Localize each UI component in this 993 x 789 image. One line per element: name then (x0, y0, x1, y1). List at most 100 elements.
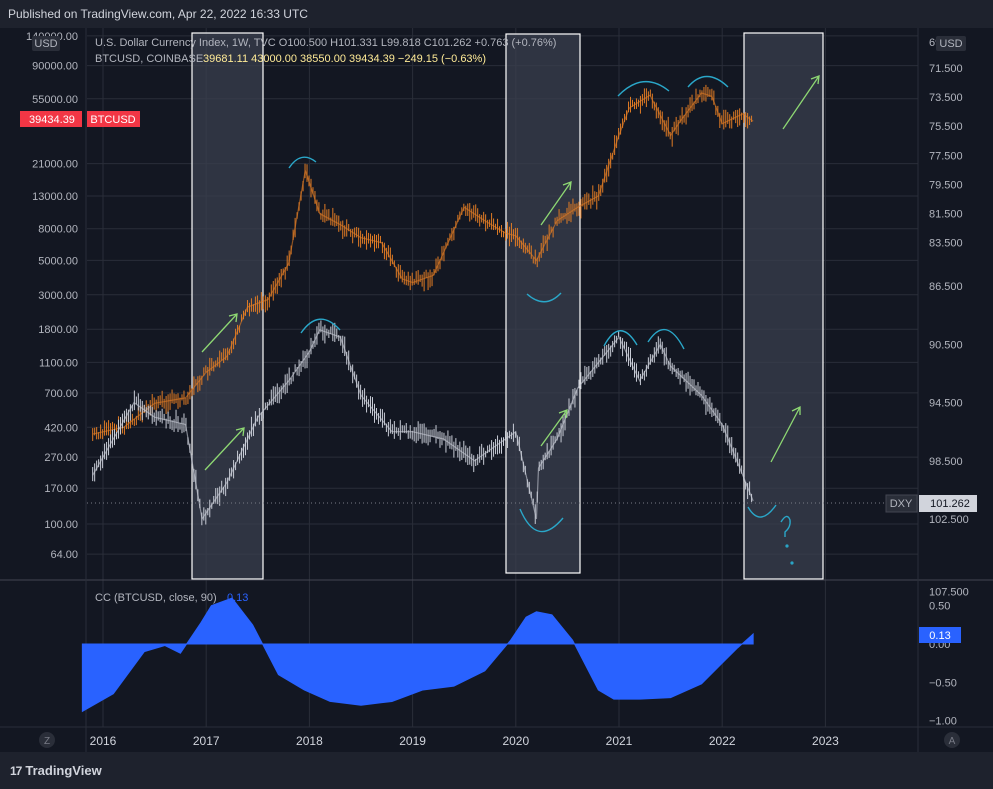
tradingview-logo-text: TradingView (25, 763, 102, 778)
zoom-icon: Z (44, 736, 50, 747)
time-axis[interactable]: 2016 2017 2018 2019 2020 2021 2022 2023 (90, 734, 839, 748)
cc-indicator (81, 597, 754, 713)
left-tick-label: 90000.00 (32, 61, 78, 73)
left-unit-box (32, 36, 60, 51)
footer: 17 TradingView (0, 752, 993, 789)
time-tick-label: 2016 (90, 734, 117, 748)
left-tick-label: 1100.00 (39, 357, 78, 369)
arrow-up-icon (201, 313, 238, 353)
left-tick-label: 1800.00 (38, 324, 78, 336)
btcusd-series (92, 84, 754, 443)
left-tick-label: 420.00 (44, 422, 78, 434)
tradingview-logo[interactable]: 17 TradingView (10, 763, 102, 778)
arrow-up-icon (782, 75, 820, 130)
pattern-arcs (288, 75, 794, 565)
top-arc-icon (603, 330, 638, 347)
btc-symbol-label: BTCUSD (90, 114, 135, 126)
question-mark-icon (780, 515, 791, 537)
left-tick-label: 5000.00 (38, 255, 78, 267)
cc-tick-label: −0.50 (929, 677, 957, 689)
time-tick-label: 2018 (296, 734, 323, 748)
left-tick-label: 100.00 (44, 519, 78, 531)
arrow-up-icon (770, 405, 801, 463)
trend-arrows (201, 75, 820, 471)
time-tick-label: 2021 (606, 734, 633, 748)
left-tick-label: 55000.00 (32, 94, 78, 106)
left-tick-label: 13000.00 (32, 191, 78, 203)
top-arc-icon (687, 75, 729, 88)
dxy-symbol-label: DXY (890, 498, 913, 510)
tradingview-logo-icon: 17 (10, 764, 22, 778)
top-arc-icon (617, 81, 670, 97)
right-tick-label: 71.500 (929, 63, 963, 75)
highlight-box-2020 (505, 33, 581, 574)
right-tick-label: 83.500 (929, 238, 963, 250)
dxy-price-box (919, 495, 977, 512)
legend-btc-name: BTCUSD, COINBASE (95, 53, 203, 65)
auto-scale-button[interactable] (944, 732, 960, 748)
bottom-arc-icon (526, 292, 562, 303)
right-tick-label: 94.500 (929, 398, 963, 410)
price-series (92, 84, 754, 526)
btcusd-line (92, 92, 754, 435)
left-tick-label: 3000.00 (38, 290, 78, 302)
highlight-box-2022 (743, 32, 824, 580)
time-tick-label: 2020 (502, 734, 529, 748)
left-tick-label: 700.00 (44, 388, 78, 400)
right-tick-label: 81.500 (929, 208, 963, 220)
btc-price-box (20, 111, 82, 127)
dxy-symbol-box (885, 494, 918, 513)
highlight-box-2017 (191, 32, 264, 580)
btc-price-label: 39434.39 (29, 114, 75, 126)
published-text: Published on TradingView.com, Apr 22, 20… (8, 7, 308, 21)
left-tick-label: 64.00 (50, 549, 78, 561)
top-arc-icon (647, 329, 685, 350)
zoom-button[interactable] (39, 732, 55, 748)
right-price-axis[interactable]: 69.70071.50073.50075.50077.50079.50081.5… (929, 37, 969, 599)
cc-area (81, 597, 754, 713)
cc-value-label: 0.13 (929, 630, 950, 642)
cc-tick-label: −1.00 (929, 716, 957, 728)
bottom-arc-icon (747, 504, 777, 518)
legend-btc-values: 39681.11 43000.00 38550.00 39434.39 −249… (203, 53, 486, 65)
dot-icon (785, 544, 789, 548)
left-tick-label: 270.00 (44, 452, 78, 464)
cc-axis[interactable]: 0.500.00−0.50−1.00 (929, 601, 957, 728)
arrow-up-icon (540, 181, 572, 226)
legend: U.S. Dollar Currency Index, 1W, TVC O100… (95, 37, 556, 65)
right-tick-label: 90.500 (929, 339, 963, 351)
right-unit-label: USD (939, 38, 962, 50)
right-tick-label: 73.500 (929, 92, 963, 104)
arrow-up-icon (204, 427, 245, 471)
dot-icon (790, 561, 794, 565)
time-tick-label: 2019 (399, 734, 426, 748)
time-tick-label: 2017 (193, 734, 220, 748)
top-arc-icon (288, 156, 317, 169)
legend-dxy: U.S. Dollar Currency Index, 1W, TVC O100… (95, 37, 556, 49)
cc-title-value: 0.13 (227, 592, 248, 604)
cc-tick-label: 0.50 (929, 601, 950, 613)
right-tick-label: 107.500 (929, 587, 969, 599)
published-header: Published on TradingView.com, Apr 22, 20… (0, 0, 993, 28)
left-tick-label: 21000.00 (32, 159, 78, 171)
left-tick-label: 170.00 (44, 483, 78, 495)
highlight-boxes (191, 32, 824, 580)
left-unit-label: USD (34, 38, 57, 50)
right-tick-label: 75.500 (929, 121, 963, 133)
right-tick-label: 77.500 (929, 150, 963, 162)
right-tick-label: 102.500 (929, 514, 969, 526)
btc-symbol-box (87, 111, 140, 127)
cc-value-box (919, 627, 961, 643)
chart-canvas[interactable]: U.S. Dollar Currency Index, 1W, TVC O100… (0, 28, 993, 752)
top-arc-icon (300, 318, 341, 334)
left-price-axis[interactable]: 140000.0090000.0055000.0021000.0013000.0… (26, 31, 78, 561)
right-unit-box (936, 36, 966, 51)
dxy-price-label: 101.262 (930, 498, 970, 510)
right-tick-label: 86.500 (929, 281, 963, 293)
left-tick-label: 8000.00 (38, 224, 78, 236)
time-tick-label: 2023 (812, 734, 839, 748)
auto-scale-icon: A (949, 736, 956, 747)
dxy-line (92, 329, 754, 521)
bottom-arc-icon (519, 508, 564, 533)
time-tick-label: 2022 (709, 734, 736, 748)
